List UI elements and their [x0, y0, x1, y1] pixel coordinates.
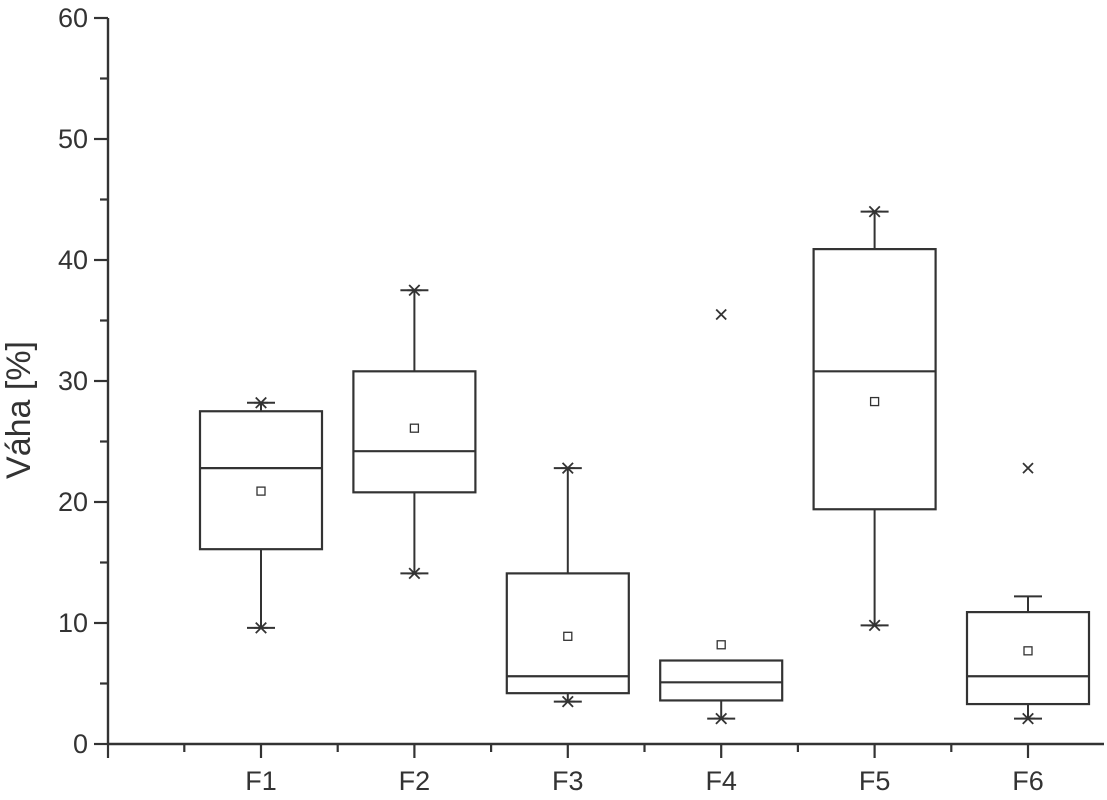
y-tick-label: 30: [58, 366, 88, 396]
extreme-marker: [560, 462, 575, 475]
x-tick-label: F1: [245, 766, 277, 796]
mean-marker: [1023, 646, 1033, 656]
outlier-marker-stroke: [1022, 462, 1034, 474]
extreme-marker-stroke: [255, 396, 267, 409]
extreme-marker-stroke: [561, 462, 574, 475]
extreme-marker-stroke: [868, 619, 881, 632]
x-tick-label: F6: [1012, 766, 1044, 796]
extreme-marker: [714, 712, 729, 725]
y-tick-label: 10: [58, 608, 88, 638]
extreme-marker-stroke: [408, 284, 421, 297]
x-tick-label: F3: [552, 766, 584, 796]
extreme-marker-stroke: [715, 712, 728, 725]
extreme-marker: [1021, 712, 1035, 725]
extreme-marker-stroke: [408, 567, 421, 580]
x-tick-label: F2: [399, 766, 431, 796]
outlier-marker-stroke: [715, 308, 727, 321]
mean-marker: [409, 423, 420, 433]
iqr-box: [965, 611, 1091, 706]
outlier-marker: [715, 308, 727, 321]
iqr-box: [659, 659, 784, 702]
box-group-f5: [812, 205, 937, 632]
x-tick-label: F5: [859, 766, 891, 796]
mean-marker: [563, 631, 573, 641]
extreme-marker: [867, 205, 882, 218]
extreme-marker: [407, 284, 422, 297]
box-group-f4: [659, 308, 784, 725]
box-group-f2: [352, 284, 477, 580]
box-group-f6: [965, 462, 1091, 725]
mean-marker: [869, 396, 880, 407]
y-tick-label: 20: [58, 487, 88, 517]
axes: 0 10 20 30 40 50 60 F1 F2 F3 F4 F5 F6: [58, 3, 1104, 796]
y-tick-label: 50: [58, 124, 88, 154]
iqr-box: [812, 248, 937, 511]
extreme-marker-stroke: [255, 621, 267, 634]
outlier-marker: [1022, 462, 1034, 474]
boxes: [198, 205, 1091, 725]
y-tick-label: 40: [58, 245, 88, 275]
mean-marker: [716, 640, 726, 650]
extreme-marker-stroke: [1022, 712, 1034, 725]
extreme-marker: [254, 621, 268, 634]
box-group-f3: [505, 462, 630, 708]
extreme-marker: [560, 695, 575, 708]
extreme-marker: [867, 619, 882, 632]
y-tick-label: 60: [58, 3, 88, 33]
y-tick-label: 0: [73, 729, 88, 759]
box-group-f1: [198, 396, 324, 634]
mean-marker: [256, 486, 266, 496]
extreme-marker-stroke: [868, 205, 881, 218]
y-axis-label: Váha [%]: [0, 341, 38, 479]
extreme-marker: [407, 567, 422, 580]
extreme-marker: [254, 396, 268, 409]
iqr-box: [198, 410, 324, 551]
extreme-marker-stroke: [561, 695, 574, 708]
x-tick-label: F4: [705, 766, 737, 796]
